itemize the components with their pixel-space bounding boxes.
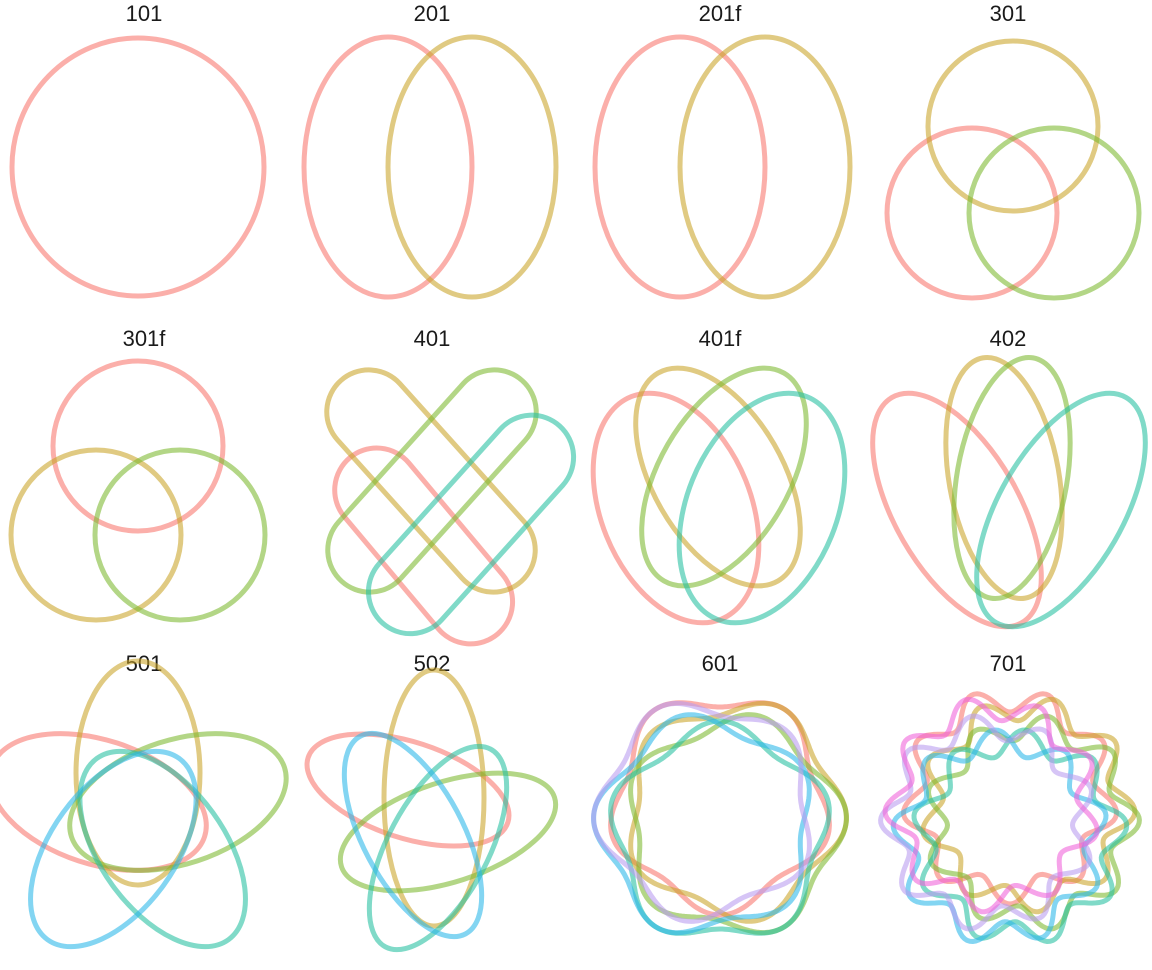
set-outline — [911, 727, 1130, 944]
panel-title: 201 — [413, 1, 451, 26]
set-outline — [608, 718, 832, 936]
set-outline — [591, 701, 812, 924]
set-outline — [381, 667, 487, 929]
set-outline — [77, 748, 248, 950]
set-outline — [9, 35, 267, 299]
panel-title: 301 — [989, 1, 1027, 26]
set-outline — [337, 770, 559, 894]
set-outline — [592, 34, 768, 300]
shape-plot — [9, 35, 267, 299]
shape-plot — [592, 34, 853, 300]
shape-plot — [301, 34, 559, 300]
shape-plot — [324, 367, 577, 647]
set-outline — [974, 390, 1148, 630]
set-outline — [0, 731, 209, 873]
panel-title: 301f — [122, 326, 166, 351]
set-outline — [341, 730, 485, 940]
shape-plot — [0, 658, 289, 950]
panel-title: 401f — [698, 326, 742, 351]
set-outline — [590, 390, 762, 626]
shape-plot — [8, 358, 268, 623]
panel-502: 502 — [288, 650, 576, 970]
set-outline — [920, 696, 1138, 915]
panel-401: 401 — [288, 325, 577, 647]
panel-201: 201 — [288, 0, 576, 320]
panel-title: 402 — [989, 326, 1027, 351]
panel-401f: 401f — [576, 325, 864, 645]
set-outline — [304, 731, 512, 849]
set-outline — [633, 365, 803, 589]
set-outline — [882, 696, 1100, 915]
panel-501: 501 — [0, 650, 289, 970]
shape-plot — [884, 38, 1142, 301]
set-outline — [50, 358, 226, 534]
panel-101: 101 — [0, 0, 288, 320]
set-outline — [325, 367, 539, 595]
set-outline — [67, 731, 289, 873]
set-outline — [884, 125, 1060, 301]
panel-title: 101 — [125, 1, 163, 26]
set-outline — [870, 390, 1044, 630]
set-outline — [301, 34, 475, 300]
set-outline — [677, 34, 853, 300]
set-outline — [925, 38, 1101, 214]
panel-201f: 201f — [576, 0, 864, 320]
shape-plot — [304, 667, 559, 953]
set-outline — [676, 390, 848, 626]
shape-plot — [878, 691, 1142, 944]
shape-plot — [590, 365, 848, 626]
panel-701: 701 — [864, 650, 1152, 970]
set-outline — [385, 34, 559, 300]
panel-title: 201f — [698, 1, 742, 26]
set-outline — [878, 713, 1094, 932]
set-outline — [92, 447, 268, 623]
panel-301: 301 — [864, 0, 1152, 320]
set-outline — [332, 445, 516, 647]
set-outline — [966, 125, 1142, 301]
set-outline — [628, 700, 849, 924]
set-outline — [28, 748, 199, 950]
panel-301f: 301f — [0, 325, 288, 645]
set-outline — [943, 354, 1065, 602]
panel-title: 401 — [413, 326, 451, 351]
set-outline — [73, 658, 203, 888]
set-outline — [365, 412, 577, 637]
shape-plot — [870, 354, 1148, 630]
panel-title: 601 — [701, 651, 739, 676]
set-outline — [8, 447, 184, 623]
panel-title: 701 — [989, 651, 1027, 676]
panel-601: 601 — [576, 650, 864, 970]
set-outline — [951, 354, 1073, 602]
panel-402: 402 — [864, 325, 1152, 645]
set-outline — [324, 367, 538, 595]
shape-plot — [591, 700, 849, 936]
set-outline — [366, 743, 510, 953]
set-outline — [639, 365, 809, 589]
